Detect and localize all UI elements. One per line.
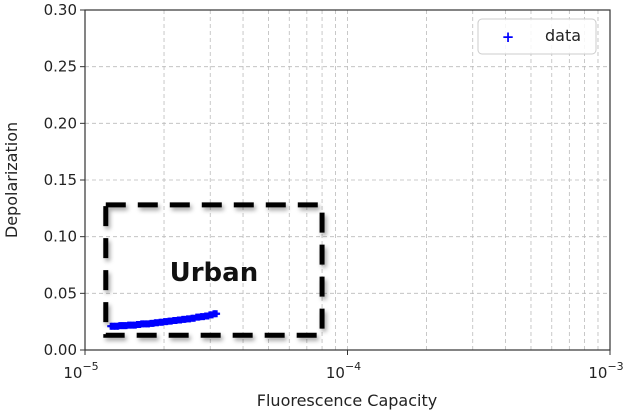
y-tick-label: 0.10 xyxy=(44,228,77,246)
y-tick-label: 0.20 xyxy=(44,114,77,132)
urban-box xyxy=(103,202,325,338)
legend: + data xyxy=(477,18,597,55)
y-tick-label: 0.05 xyxy=(44,284,77,302)
y-axis-label: Depolarization xyxy=(2,122,21,238)
annotation: Urban xyxy=(103,202,325,338)
y-tick-label: 0.25 xyxy=(44,58,77,76)
urban-label: Urban xyxy=(170,258,259,288)
legend-box xyxy=(477,18,597,55)
legend-label: data xyxy=(545,26,581,45)
x-axis-label: Fluorescence Capacity xyxy=(257,391,437,410)
data-point xyxy=(213,310,221,318)
y-tick-label: 0.00 xyxy=(44,341,77,359)
grid xyxy=(85,10,610,350)
legend-marker: + xyxy=(502,28,515,46)
ticks: 0.00 0.05 0.10 0.15 0.20 0.25 0.30 10−5 10−4 10−3 xyxy=(44,1,624,382)
x-tick-label: 10−4 xyxy=(326,360,361,382)
x-tick-label: 10−5 xyxy=(63,360,98,382)
y-tick-label: 0.15 xyxy=(44,171,77,189)
y-tick-label: 0.30 xyxy=(44,1,77,19)
x-tick-label: 10−3 xyxy=(588,360,623,382)
data-series xyxy=(107,310,221,330)
